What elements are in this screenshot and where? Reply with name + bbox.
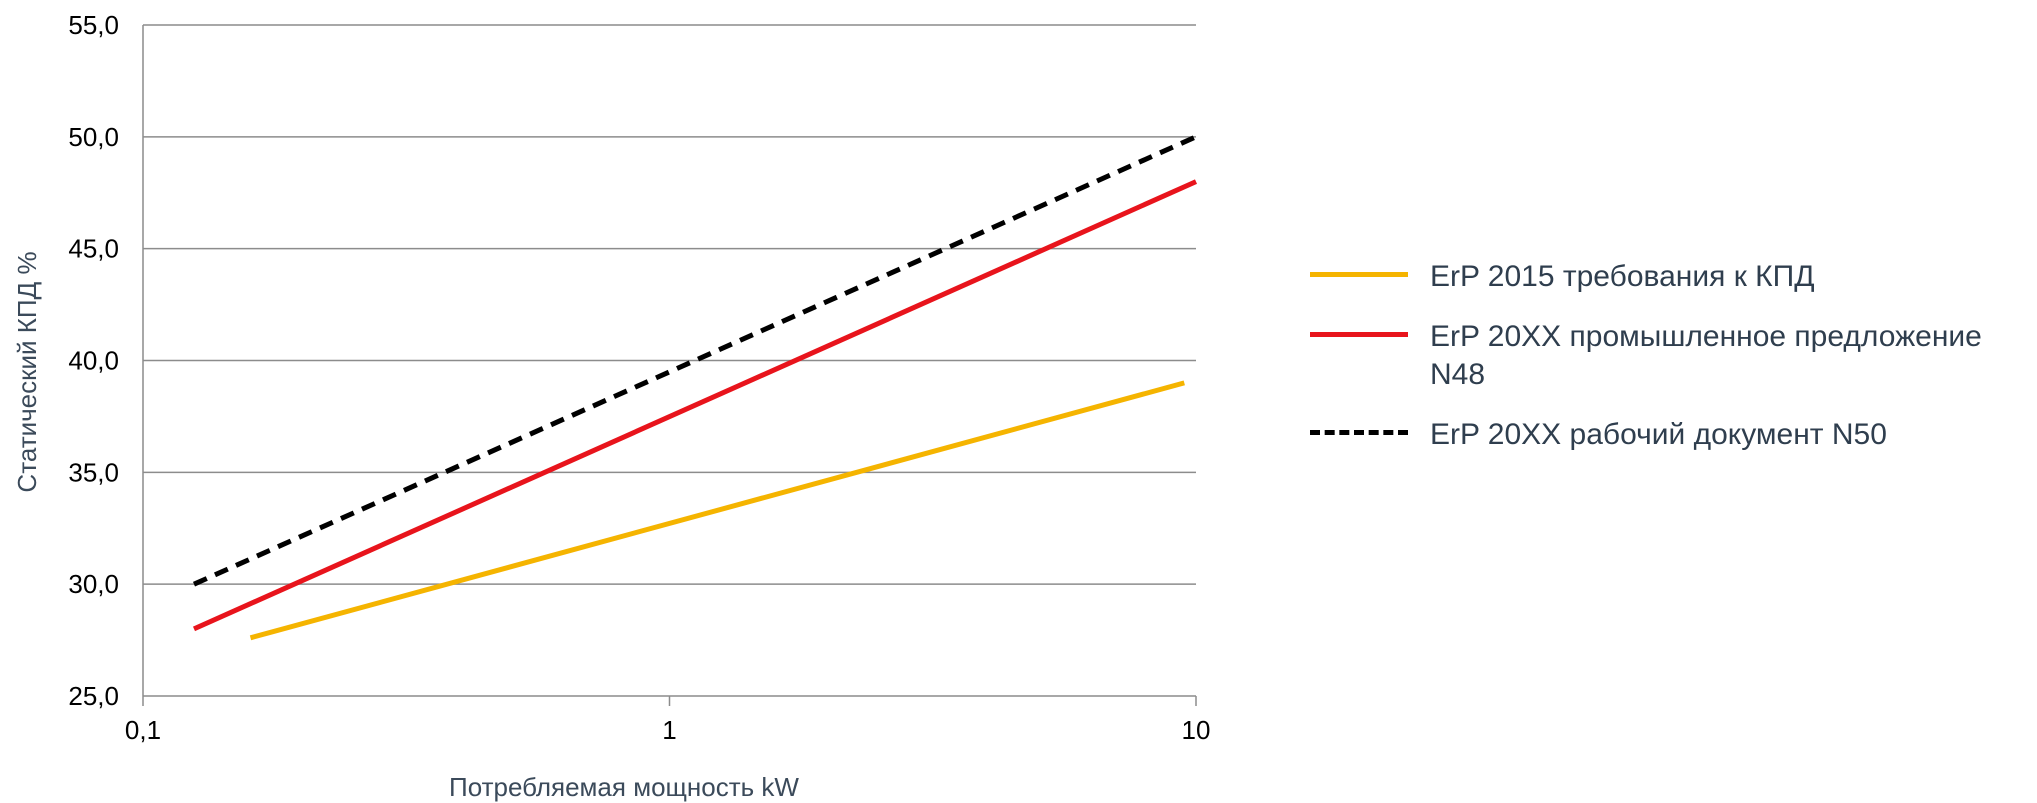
legend-label: ErP 20XX промышленное предложение N48 [1430,320,1982,391]
y-axis-title: Статический КПД % [12,251,42,492]
y-tick-label: 35,0 [68,457,119,487]
chart: 25,0 30,0 35,0 40,0 45,0 50,0 55,0 0,1 1 10 Стат… [12,10,1211,802]
legend-item-erp-2015: ErP 2015 требования к КПД [1310,258,2030,296]
x-axis-title: Потребляемая мощность kW [449,772,799,802]
legend: ErP 2015 требования к КПД ErP 20XX промы… [1310,258,2030,476]
series-line [192,179,1198,632]
x-tick-labels: 0,1 1 10 [125,715,1211,745]
x-tick-label: 1 [662,715,676,745]
legend-item-erp-n50: ErP 20XX рабочий документ N50 [1310,416,2030,454]
y-tick-label: 25,0 [68,681,119,711]
x-tick-label: 0,1 [125,715,161,745]
legend-label: ErP 2015 требования к КПД [1430,260,1815,293]
x-tick-label: 10 [1182,715,1211,745]
y-tick-labels: 25,0 30,0 35,0 40,0 45,0 50,0 55,0 [68,10,119,711]
legend-swatch [1310,318,1408,348]
gridlines [143,24,1196,585]
y-tick-label: 40,0 [68,346,119,376]
y-tick-label: 45,0 [68,234,119,264]
legend-label: ErP 20XX рабочий документ N50 [1430,418,1887,451]
legend-item-erp-n48: ErP 20XX промышленное предложение N48 [1310,318,2030,394]
legend-swatch [1310,416,1408,446]
series-line [249,380,1185,641]
y-tick-label: 30,0 [68,569,119,599]
axes [142,25,1197,706]
y-tick-label: 50,0 [68,122,119,152]
y-tick-label: 55,0 [68,10,119,40]
legend-swatch [1310,258,1408,288]
series-lines [192,134,1198,641]
